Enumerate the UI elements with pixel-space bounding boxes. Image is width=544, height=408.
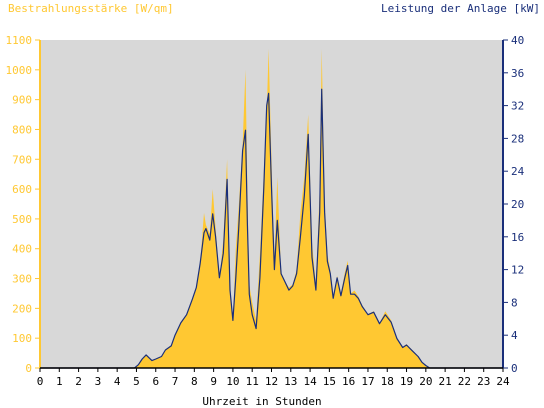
left-tick-label: 500 (12, 213, 32, 226)
x-tick-label: 17 (361, 375, 374, 388)
x-axis-title: Uhrzeit in Stunden (202, 395, 321, 408)
x-tick-label: 21 (439, 375, 452, 388)
right-tick-label: 16 (511, 231, 524, 244)
right-tick-label: 20 (511, 198, 524, 211)
x-tick-label: 20 (419, 375, 432, 388)
left-tick-label: 100 (12, 332, 32, 345)
x-tick-label: 7 (172, 375, 179, 388)
x-tick-label: 5 (133, 375, 140, 388)
x-tick-label: 10 (226, 375, 239, 388)
x-tick-label: 23 (477, 375, 490, 388)
left-tick-label: 900 (12, 94, 32, 107)
right-tick-label: 32 (511, 100, 524, 113)
power-line (40, 88, 503, 369)
x-tick-label: 14 (303, 375, 317, 388)
x-tick-label: 0 (37, 375, 44, 388)
x-tick-label: 1 (56, 375, 63, 388)
right-tick-label: 28 (511, 132, 524, 145)
right-tick-label: 0 (511, 362, 518, 375)
left-tick-label: 400 (12, 243, 32, 256)
x-tick-label: 18 (381, 375, 394, 388)
left-tick-label: 0 (25, 362, 32, 375)
left-axis-title: Bestrahlungsstärke [W/qm] (8, 2, 174, 15)
left-tick-label: 200 (12, 302, 32, 315)
right-tick-label: 40 (511, 34, 524, 47)
x-tick-label: 8 (191, 375, 198, 388)
left-tick-label: 300 (12, 273, 32, 286)
x-tick-label: 4 (114, 375, 121, 388)
x-tick-label: 24 (496, 375, 510, 388)
x-tick-label: 19 (400, 375, 413, 388)
left-tick-label: 600 (12, 183, 32, 196)
left-tick-label: 1000 (6, 64, 33, 77)
x-tick-label: 13 (284, 375, 297, 388)
right-tick-label: 24 (511, 165, 525, 178)
irradiance-area (40, 48, 503, 369)
right-tick-label: 36 (511, 67, 524, 80)
x-tick-label: 2 (75, 375, 82, 388)
x-tick-label: 12 (265, 375, 278, 388)
x-tick-label: 9 (210, 375, 217, 388)
right-axis-title: Leistung der Anlage [kW] (381, 2, 540, 15)
right-tick-label: 12 (511, 264, 524, 277)
x-tick-label: 16 (342, 375, 355, 388)
x-tick-label: 15 (323, 375, 336, 388)
left-tick-label: 1100 (6, 34, 33, 47)
right-tick-label: 4 (511, 329, 518, 342)
x-tick-label: 22 (458, 375, 471, 388)
left-tick-label: 800 (12, 123, 32, 136)
x-tick-label: 3 (95, 375, 102, 388)
right-tick-label: 8 (511, 296, 518, 309)
left-tick-label: 700 (12, 153, 32, 166)
x-tick-label: 11 (246, 375, 259, 388)
x-tick-label: 6 (152, 375, 159, 388)
